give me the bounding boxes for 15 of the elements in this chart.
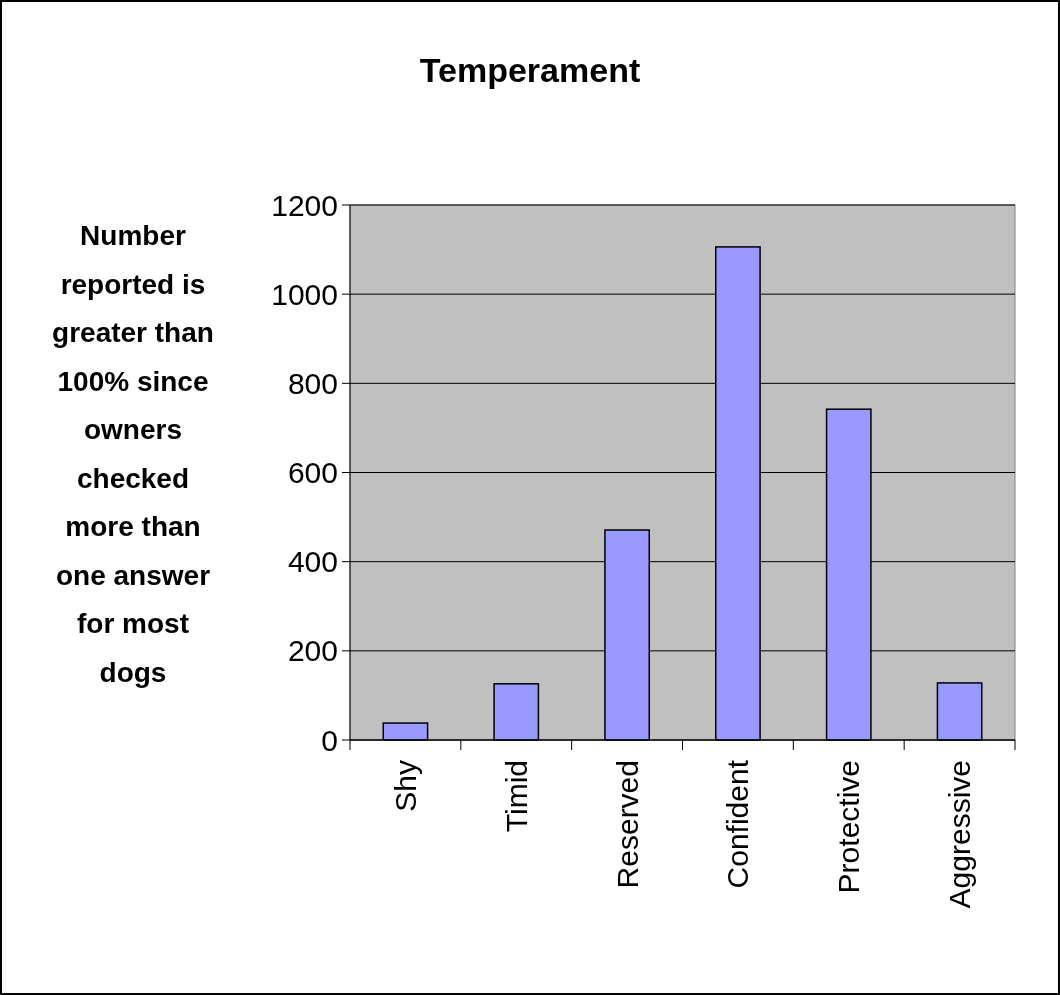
chart-title: Temperament — [419, 51, 641, 89]
x-tick-label: Shy — [388, 760, 422, 812]
x-tick-label: Timid — [499, 760, 533, 833]
y-tick-label: 800 — [287, 366, 338, 400]
y-tick-label: 1000 — [271, 277, 338, 311]
text: Number reported is greater than 100% since owners checked more than one answer for most dogs — [52, 220, 214, 688]
y-tick-label: 0 — [321, 723, 338, 757]
y-tick-label: 400 — [287, 545, 338, 579]
x-tick-label: Confident — [721, 759, 755, 889]
y-tick-label: 1200 — [271, 188, 338, 222]
x-tick-label: Reserved — [610, 760, 644, 889]
y-tick-label: 600 — [287, 456, 338, 489]
x-tick-label: Protective — [832, 760, 866, 894]
x-tick-label: Aggressive — [943, 760, 977, 909]
y-tick-label: 200 — [287, 634, 338, 668]
